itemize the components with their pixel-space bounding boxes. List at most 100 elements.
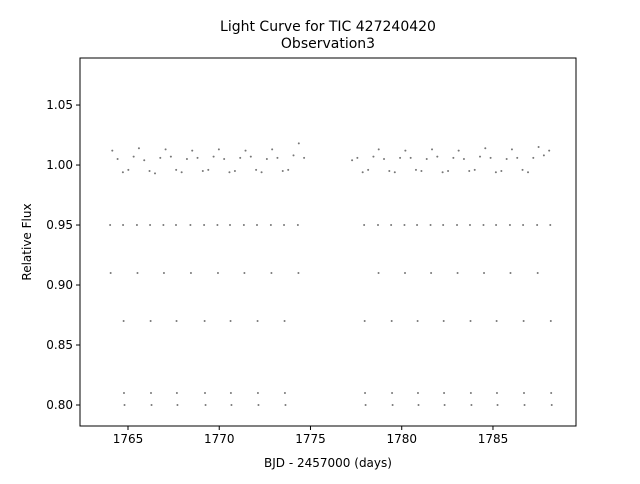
data-point [135,224,138,227]
data-point [271,148,274,151]
y-tick-label: 0.85 [46,338,73,352]
data-point [239,156,242,159]
data-point [201,170,204,173]
data-point [457,149,460,152]
data-point [270,272,273,275]
data-point [409,156,412,159]
data-point [443,392,446,395]
data-point [383,158,386,161]
data-point [416,320,419,323]
data-point [132,155,135,158]
data-point [159,156,162,159]
data-point [522,224,525,227]
data-point [470,404,473,407]
data-point [283,224,286,227]
data-point [516,156,519,159]
data-point [363,224,366,227]
data-point [479,155,482,158]
data-point [175,168,178,171]
data-point [287,168,290,171]
x-tick-label: 1770 [204,432,235,446]
data-point [482,224,485,227]
data-point [521,168,524,171]
data-point [137,147,140,150]
x-axis-label: BJD - 2457000 (days) [264,456,392,470]
data-point [399,156,402,159]
data-point [494,171,497,174]
data-point [416,392,419,395]
data-point [223,158,226,161]
data-point [297,272,300,275]
data-point [116,158,119,161]
data-point [207,168,210,171]
data-point [256,320,259,323]
data-point [212,155,215,158]
data-point [191,149,194,152]
y-tick-label: 1.00 [46,158,73,172]
data-point [372,155,375,158]
data-point [508,224,511,227]
y-tick-label: 0.95 [46,218,73,232]
data-point [284,404,287,407]
data-point [283,320,286,323]
data-point [122,320,125,323]
data-point [175,392,178,395]
data-point [265,158,268,161]
data-point [230,404,233,407]
data-point [256,224,259,227]
data-point [377,148,380,151]
data-point [136,272,139,275]
data-point [109,272,112,275]
data-point [217,148,220,151]
data-point [431,148,434,151]
data-point [542,154,545,157]
x-tick-label: 1775 [295,432,326,446]
data-point [417,404,420,407]
data-point [276,156,279,159]
data-point [469,392,472,395]
data-point [363,320,366,323]
data-point [243,272,246,275]
data-point [164,148,167,151]
data-point [296,224,299,227]
data-point [404,149,407,152]
data-point [260,171,263,174]
data-point [123,404,126,407]
data-point [452,156,455,159]
data-point [548,149,551,152]
data-point [150,404,153,407]
data-point [443,404,446,407]
data-point [468,224,471,227]
data-point [228,171,231,174]
data-point [257,404,260,407]
data-point [149,224,152,227]
data-point [420,170,423,173]
data-point [148,170,151,173]
data-point [367,168,370,171]
data-point [169,155,172,158]
data-point [356,156,359,159]
chart-subtitle: Observation3 [281,36,375,52]
data-point [532,156,535,159]
data-point [121,171,124,174]
data-point [174,224,177,227]
data-point [416,224,419,227]
data-point [149,392,152,395]
data-point [229,224,232,227]
data-point [204,392,207,395]
data-point [425,158,428,161]
data-point [500,170,503,173]
data-point [462,158,465,161]
data-point [351,159,354,162]
data-point [456,224,459,227]
data-point [175,320,178,323]
x-tick-label: 1780 [386,432,417,446]
x-tick-label: 1765 [113,432,144,446]
data-point [269,224,272,227]
data-point [377,272,380,275]
data-point [483,272,486,275]
data-point [496,404,499,407]
data-point [162,224,165,227]
data-point [495,392,498,395]
